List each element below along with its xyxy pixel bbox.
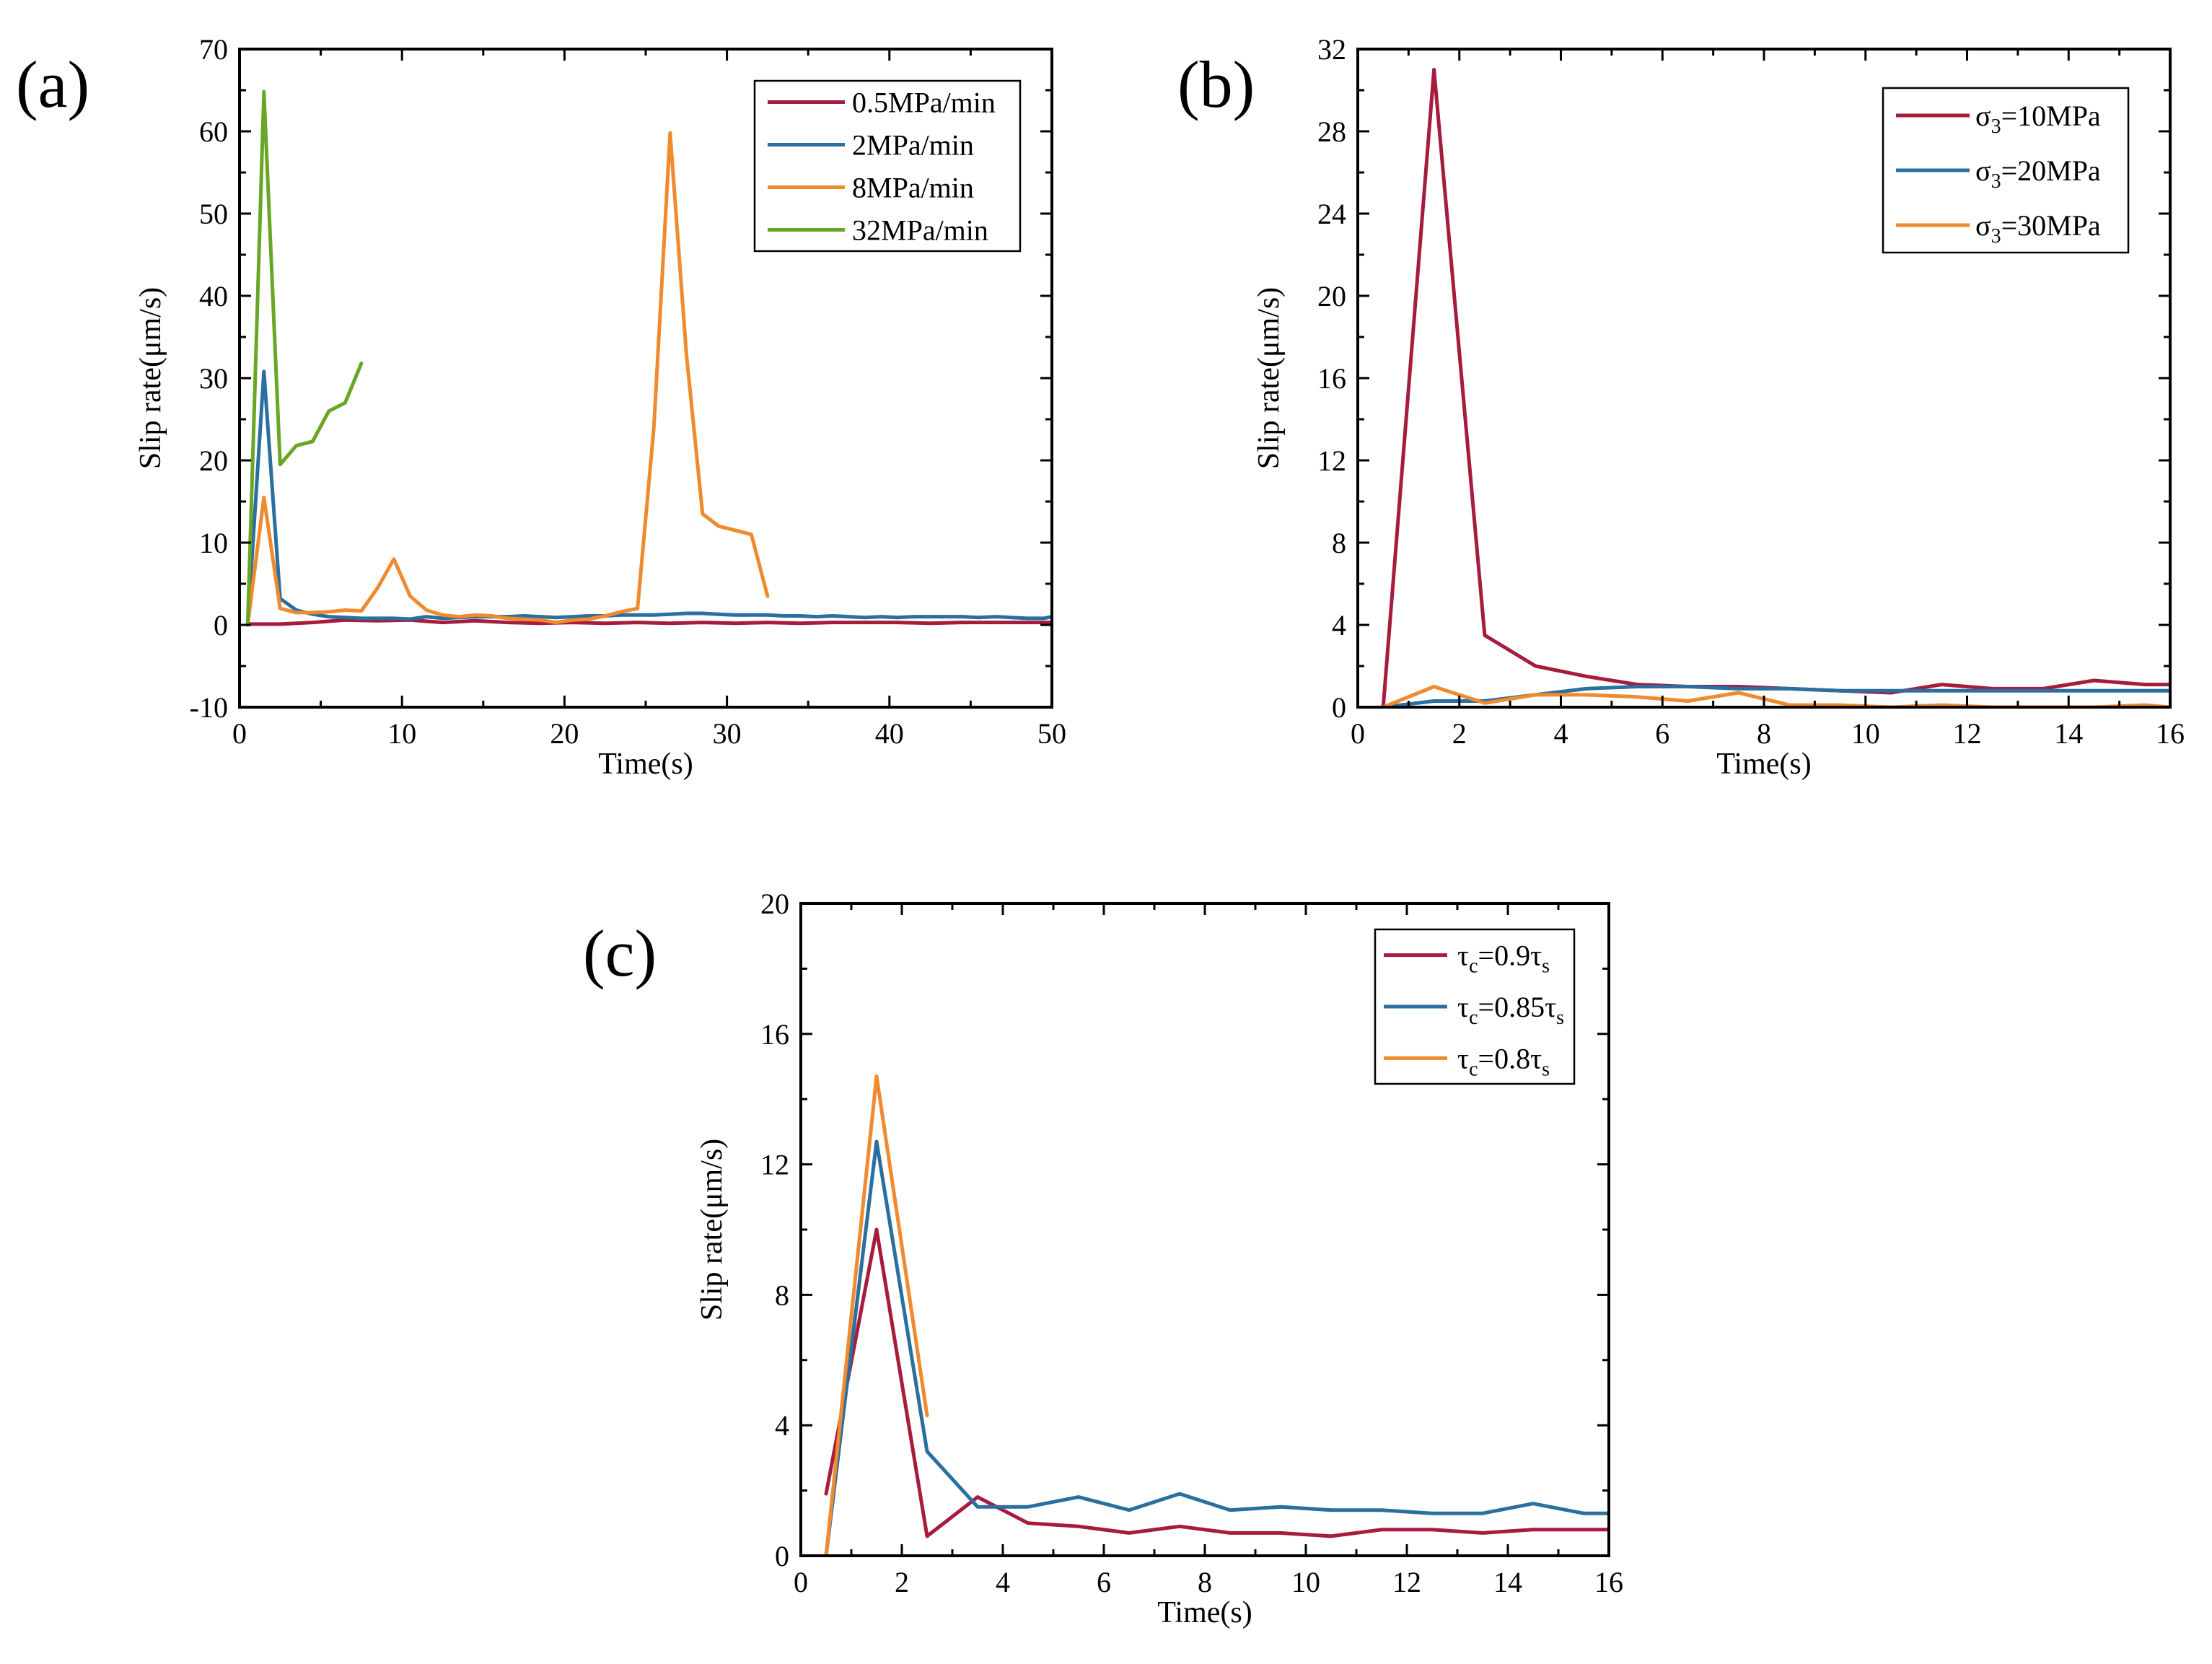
y-tick-label: 8 xyxy=(1332,527,1346,559)
x-tick-label: 0 xyxy=(1351,717,1365,750)
legend-label-3: 8MPa/min xyxy=(852,172,974,204)
legend-label-1: σ3=10MPa xyxy=(1975,100,2101,138)
y-tick-label: 40 xyxy=(199,280,228,312)
series-line-3 xyxy=(824,1074,929,1556)
y-tick-label: 0 xyxy=(1332,691,1346,724)
y-axis-label: Slip rate(μm/s) xyxy=(1252,287,1286,469)
panel-background-2 xyxy=(586,857,1779,1664)
x-tick-label: 14 xyxy=(1493,1566,1522,1598)
y-tick-label: 70 xyxy=(199,33,228,66)
y-tick-label: 12 xyxy=(1317,445,1346,477)
y-tick-label: 20 xyxy=(760,888,789,920)
y-tick-label: 10 xyxy=(199,527,228,559)
series-line-2 xyxy=(245,369,1052,627)
chart-panel-1: (a)0 10 20 30 40 50-10010203040506070Time(s)S… xyxy=(16,33,1066,781)
series-line-1 xyxy=(824,1227,1609,1538)
y-tick-label: 16 xyxy=(760,1018,789,1051)
y-tick-label: 32 xyxy=(1317,33,1346,66)
y-tick-label: 0 xyxy=(214,609,228,641)
series-line-2 xyxy=(824,1139,1609,1556)
y-tick-label: 16 xyxy=(1317,362,1346,395)
chart-panel-3: (c) 0 2 4 6 8 10 12 14 16 0 4 8 12 16 20 Time(s) Slip rat… xyxy=(583,888,1623,1629)
y-tick-label: 20 xyxy=(199,445,228,477)
y-tick-label: 4 xyxy=(1332,609,1346,641)
panel-label: (b) xyxy=(1177,48,1255,121)
series-line-3 xyxy=(1381,685,2170,707)
x-tick-label: 8 xyxy=(1198,1566,1212,1598)
x-axis-label: Time(s) xyxy=(1716,748,1811,781)
x-tick-label: 4 xyxy=(1554,717,1568,750)
x-tick-label: 6 xyxy=(1655,717,1669,750)
series-line-1 xyxy=(245,618,1052,626)
y-axis-label: Slip rate(μm/s) xyxy=(695,1139,729,1321)
panel-label: (a) xyxy=(16,48,89,121)
x-tick-label: 16 xyxy=(2156,717,2185,750)
series-group xyxy=(824,1074,1609,1556)
x-tick-label: 0 xyxy=(794,1566,808,1598)
x-tick-label: 20 xyxy=(550,717,579,750)
legend: 0.5MPa/min 2MPa/min 8MPa/min 32MPa/min xyxy=(753,79,1022,253)
x-tick-label: 0 xyxy=(232,717,247,750)
legend: τc=0.9τs τc=0.85τs τc=0.8τs xyxy=(1374,928,1576,1085)
y-tick-label: 4 xyxy=(775,1409,789,1442)
x-tick-label: 10 xyxy=(1291,1566,1320,1598)
y-tick-label: -10 xyxy=(190,691,228,724)
chart-panel-2: (b)0 2 4 6 8 10 12 14 16048121620242832Time(s)Sl… xyxy=(1177,33,2185,781)
x-axis-label: Time(s) xyxy=(598,748,693,781)
x-tick-label: 2 xyxy=(1452,717,1467,750)
x-tick-label: 50 xyxy=(1037,717,1066,750)
y-tick-label: 8 xyxy=(775,1279,789,1311)
x-tick-label: 6 xyxy=(1097,1566,1111,1598)
x-tick-label: 10 xyxy=(387,717,416,750)
x-tick-label: 40 xyxy=(875,717,904,750)
x-tick-label: 16 xyxy=(1594,1566,1623,1598)
y-tick-label: 12 xyxy=(760,1149,789,1181)
x-tick-label: 12 xyxy=(1953,717,1982,750)
legend-label-2: τc=0.85τs xyxy=(1457,991,1564,1029)
legend: σ3=10MPa σ3=20MPa σ3=30MPa xyxy=(1882,87,2130,254)
y-tick-label: 60 xyxy=(199,115,228,148)
series-group xyxy=(245,89,1052,627)
legend-label-1: 0.5MPa/min xyxy=(852,87,996,119)
x-tick-label: 2 xyxy=(895,1566,909,1598)
panel-background-0 xyxy=(25,0,584,857)
legend-label-3: τc=0.8τs xyxy=(1457,1042,1550,1080)
legend-label-4: 32MPa/min xyxy=(852,214,988,247)
x-tick-label: 30 xyxy=(713,717,742,750)
x-axis-label: Time(s) xyxy=(1157,1596,1252,1629)
legend-label-3: σ3=30MPa xyxy=(1975,209,2101,248)
y-tick-label: 28 xyxy=(1317,115,1346,148)
series-line-4 xyxy=(245,89,364,627)
y-tick-label: 24 xyxy=(1317,198,1346,230)
x-tick-label: 12 xyxy=(1392,1566,1421,1598)
legend-label-2: σ3=20MPa xyxy=(1975,154,2101,193)
legend-label-2: 2MPa/min xyxy=(852,129,974,162)
y-tick-label: 0 xyxy=(775,1540,789,1572)
y-tick-label: 30 xyxy=(199,362,228,395)
x-tick-label: 4 xyxy=(996,1566,1010,1598)
x-tick-label: 10 xyxy=(1851,717,1880,750)
x-tick-label: 14 xyxy=(2054,717,2083,750)
x-tick-label: 8 xyxy=(1757,717,1771,750)
legend-box xyxy=(753,79,1022,253)
y-axis-label: Slip rate(μm/s) xyxy=(134,287,167,469)
legend-label-1: τc=0.9τs xyxy=(1457,940,1550,978)
series-group xyxy=(1381,68,2170,707)
y-tick-label: 20 xyxy=(1317,280,1346,312)
panel-label: (c) xyxy=(583,916,657,990)
series-line-3 xyxy=(245,131,770,627)
y-tick-label: 50 xyxy=(199,198,228,230)
